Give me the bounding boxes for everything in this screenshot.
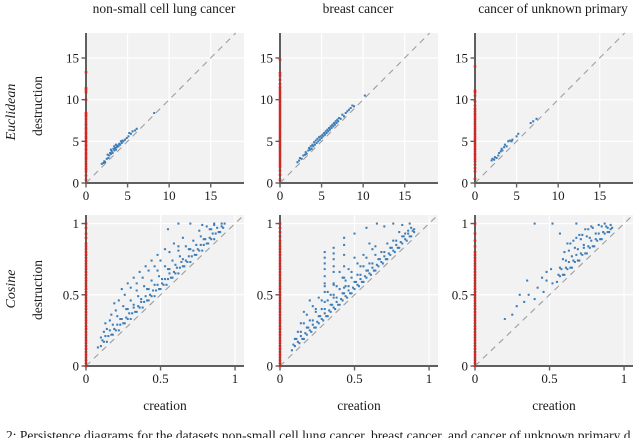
svg-text:0.5: 0.5 [152, 371, 168, 386]
svg-text:0: 0 [83, 371, 90, 386]
svg-text:15: 15 [204, 188, 217, 203]
x-axis-label-1: creation [143, 398, 187, 413]
x-axis-label-2: creation [337, 398, 381, 413]
svg-text:0: 0 [267, 359, 274, 374]
caption: 2: Persistence diagrams for the datasets… [6, 428, 631, 438]
svg-text:10: 10 [552, 188, 565, 203]
row-label-euclidean: Euclidean [4, 83, 19, 141]
svg-text:0: 0 [73, 176, 80, 191]
column-title-nsclc: non-small cell lung cancer [92, 1, 236, 16]
svg-text:1: 1 [426, 371, 433, 386]
svg-text:15: 15 [593, 188, 606, 203]
svg-text:1: 1 [73, 216, 80, 231]
svg-text:5: 5 [73, 134, 80, 149]
svg-text:0: 0 [472, 188, 479, 203]
svg-text:5: 5 [124, 188, 131, 203]
x-axis-label-3: creation [532, 398, 576, 413]
svg-text:0: 0 [83, 188, 90, 203]
svg-text:15: 15 [260, 51, 273, 66]
svg-text:5: 5 [462, 134, 469, 149]
y-axis-label-top: destruction [30, 76, 45, 136]
svg-text:0: 0 [267, 176, 274, 191]
svg-text:5: 5 [267, 134, 274, 149]
svg-text:0.5: 0.5 [63, 287, 79, 302]
svg-text:0: 0 [277, 188, 284, 203]
svg-text:10: 10 [260, 92, 273, 107]
column-title-cup: cancer of unknown primary [478, 1, 628, 16]
svg-text:0: 0 [277, 371, 284, 386]
svg-text:1: 1 [621, 371, 628, 386]
svg-text:0.5: 0.5 [541, 371, 557, 386]
svg-text:0.5: 0.5 [452, 287, 468, 302]
svg-text:0: 0 [472, 371, 479, 386]
svg-text:0: 0 [462, 359, 469, 374]
svg-text:1: 1 [232, 371, 239, 386]
svg-text:0: 0 [462, 176, 469, 191]
svg-text:15: 15 [398, 188, 411, 203]
y-axis-label-bottom: destruction [30, 260, 45, 320]
svg-text:0.5: 0.5 [346, 371, 362, 386]
svg-text:10: 10 [455, 92, 468, 107]
svg-text:10: 10 [357, 188, 370, 203]
svg-text:1: 1 [267, 216, 274, 231]
svg-text:10: 10 [163, 188, 176, 203]
svg-text:10: 10 [66, 92, 79, 107]
svg-text:15: 15 [66, 51, 79, 66]
svg-text:0.5: 0.5 [257, 287, 273, 302]
svg-text:5: 5 [513, 188, 520, 203]
svg-text:5: 5 [318, 188, 325, 203]
svg-text:0: 0 [73, 359, 80, 374]
svg-text:1: 1 [462, 216, 469, 231]
svg-text:15: 15 [455, 51, 468, 66]
row-label-cosine: Cosine [4, 269, 19, 309]
column-title-breast: breast cancer [322, 1, 394, 16]
